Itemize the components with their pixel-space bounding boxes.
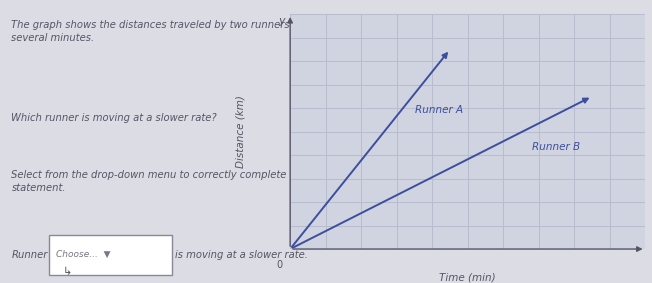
Text: Which runner is moving at a slower rate?: Which runner is moving at a slower rate? <box>12 113 217 123</box>
Text: Time (min): Time (min) <box>439 273 496 282</box>
Text: ↳: ↳ <box>63 267 72 277</box>
Text: 0: 0 <box>276 260 282 270</box>
Text: is moving at a slower rate.: is moving at a slower rate. <box>175 250 308 260</box>
Text: y: y <box>278 16 284 27</box>
Text: Distance (km): Distance (km) <box>235 95 245 168</box>
Text: Runner B: Runner B <box>532 142 580 152</box>
Text: Runner A: Runner A <box>415 105 463 115</box>
Text: The graph shows the distances traveled by two runners over
several minutes.: The graph shows the distances traveled b… <box>12 20 316 43</box>
Text: Runner: Runner <box>12 250 48 260</box>
FancyBboxPatch shape <box>49 235 172 275</box>
Text: Choose...  ▼: Choose... ▼ <box>56 250 110 259</box>
Text: Select from the drop-down menu to correctly complete the
statement.: Select from the drop-down menu to correc… <box>12 170 306 193</box>
